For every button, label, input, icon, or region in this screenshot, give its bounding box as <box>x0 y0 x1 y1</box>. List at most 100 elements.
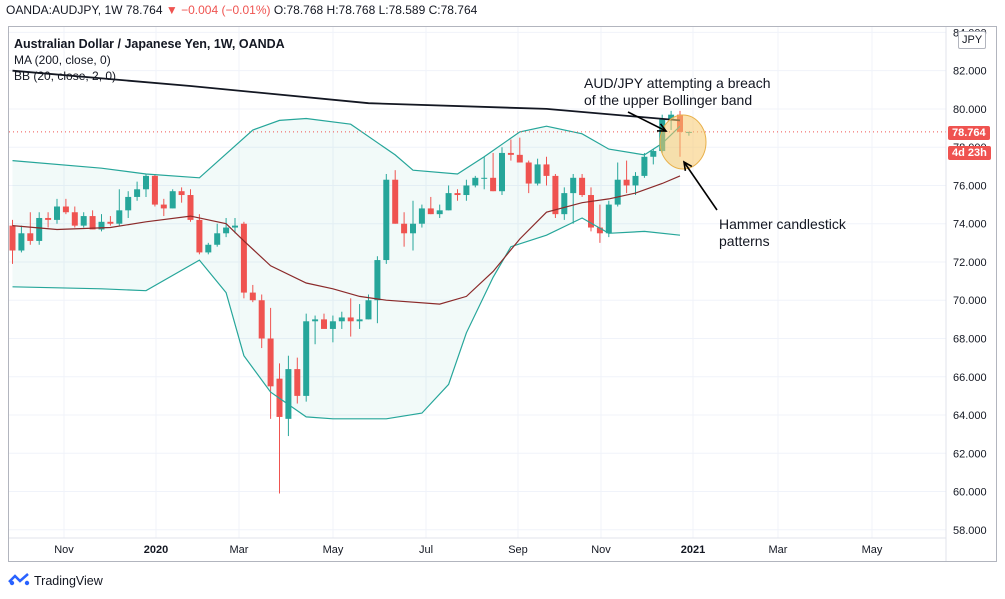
annotation-arrow-bottom <box>683 161 718 211</box>
y-tick-label: 68.000 <box>953 334 987 346</box>
symbol-header: OANDA:AUDJPY, 1W 78.764 ▼ −0.004 (−0.01%… <box>6 3 477 17</box>
candle <box>214 223 221 247</box>
y-tick-label: 58.000 <box>953 525 987 537</box>
candles <box>9 110 692 494</box>
candle <box>427 196 434 215</box>
y-tick-label: 62.000 <box>953 448 987 460</box>
y-tick-label: 82.000 <box>953 66 987 78</box>
candle <box>347 298 354 337</box>
x-tick-label: 2020 <box>144 544 168 556</box>
candle <box>552 173 559 218</box>
candle <box>107 216 114 226</box>
candle <box>267 307 274 419</box>
candle <box>303 313 310 402</box>
time-axis[interactable]: Nov 2020 Mar May Jul Sep Nov 2021 Mar May <box>9 537 946 556</box>
candle <box>516 137 523 163</box>
candle <box>338 311 345 329</box>
candle <box>418 204 425 228</box>
candle <box>285 355 292 437</box>
candle <box>614 162 621 207</box>
candle <box>525 160 532 194</box>
legend-title: Australian Dollar / Japanese Yen, 1W, OA… <box>14 37 285 51</box>
y-tick-label: 72.000 <box>953 257 987 269</box>
candle <box>596 204 603 243</box>
candle <box>276 363 283 494</box>
candle <box>472 175 479 188</box>
legend-bb[interactable]: BB (20, close, 2, 0) <box>14 69 117 83</box>
candle <box>240 221 247 299</box>
annotation-bottom-line2: patterns <box>719 233 770 249</box>
candle <box>401 212 408 247</box>
candle <box>249 284 256 303</box>
candle <box>365 294 372 320</box>
bollinger-band <box>12 118 680 419</box>
candle <box>392 170 399 224</box>
candle <box>632 172 639 196</box>
candle <box>80 212 87 228</box>
candle <box>151 173 158 207</box>
candle <box>54 198 60 224</box>
candle <box>258 294 265 349</box>
candle <box>641 152 648 178</box>
footer-brand-text: TradingView <box>34 573 103 588</box>
annotation-bottom-line1: Hammer candlestick <box>719 216 847 232</box>
candle <box>570 173 577 224</box>
x-tick-label: May <box>323 544 344 556</box>
price-badge: 78.764 <box>948 126 990 140</box>
candle <box>436 204 443 218</box>
x-tick-label: Jul <box>419 544 433 556</box>
candle <box>143 173 149 197</box>
candle <box>178 187 185 203</box>
grid <box>9 27 946 538</box>
candle <box>374 256 381 324</box>
x-tick-label: Sep <box>508 544 528 556</box>
candle <box>383 173 390 264</box>
chart-frame <box>8 26 997 562</box>
highlight-circle <box>659 114 707 170</box>
y-tick-label: 70.000 <box>953 295 987 307</box>
candle <box>232 217 238 234</box>
candle <box>71 206 78 228</box>
price-axis[interactable]: 58.000 60.000 62.000 64.000 66.000 68.000 70.0… <box>945 27 987 561</box>
candle <box>588 187 594 232</box>
last-price: 78.764 <box>125 3 163 17</box>
candle <box>329 315 336 343</box>
candle <box>98 214 105 232</box>
candle <box>499 147 505 196</box>
candle <box>169 189 176 209</box>
candle <box>543 156 550 186</box>
candle <box>89 210 96 230</box>
candle <box>160 198 167 217</box>
annotation-arrow-top <box>627 111 667 132</box>
bb-basis-line <box>12 175 681 305</box>
candle <box>534 158 541 186</box>
annotations: AUD/JPY attempting a breach of the upper… <box>584 75 847 249</box>
footer-brand[interactable]: TradingView <box>8 572 103 589</box>
countdown-badge: 4d 23h <box>948 146 991 160</box>
candle <box>294 357 301 404</box>
symbol-name[interactable]: OANDA:AUDJPY, 1W <box>6 3 123 17</box>
y-tick-label: 64.000 <box>953 410 987 422</box>
annotation-top-line2: of the upper Bollinger band <box>584 92 752 108</box>
candle <box>445 185 452 211</box>
candle <box>321 313 327 329</box>
candle <box>605 200 612 238</box>
candle <box>356 304 363 329</box>
x-tick-label: Mar <box>230 544 249 556</box>
y-tick-label: 76.000 <box>953 180 987 192</box>
x-tick-label: Nov <box>591 544 611 556</box>
candle <box>463 179 470 201</box>
candle <box>561 187 568 220</box>
candle <box>490 152 497 192</box>
candle <box>623 160 630 194</box>
y-tick-label: 80.000 <box>953 104 987 116</box>
legend-ma[interactable]: MA (200, close, 0) <box>14 53 111 67</box>
candle <box>579 173 586 197</box>
x-tick-label: May <box>862 544 883 556</box>
ohlc-values: O:78.768 H:78.768 L:78.589 C:78.764 <box>273 3 478 17</box>
x-tick-label: Nov <box>54 544 74 556</box>
y-tick-label: 74.000 <box>953 219 987 231</box>
bb-upper-line <box>12 117 681 179</box>
candle <box>62 198 69 215</box>
